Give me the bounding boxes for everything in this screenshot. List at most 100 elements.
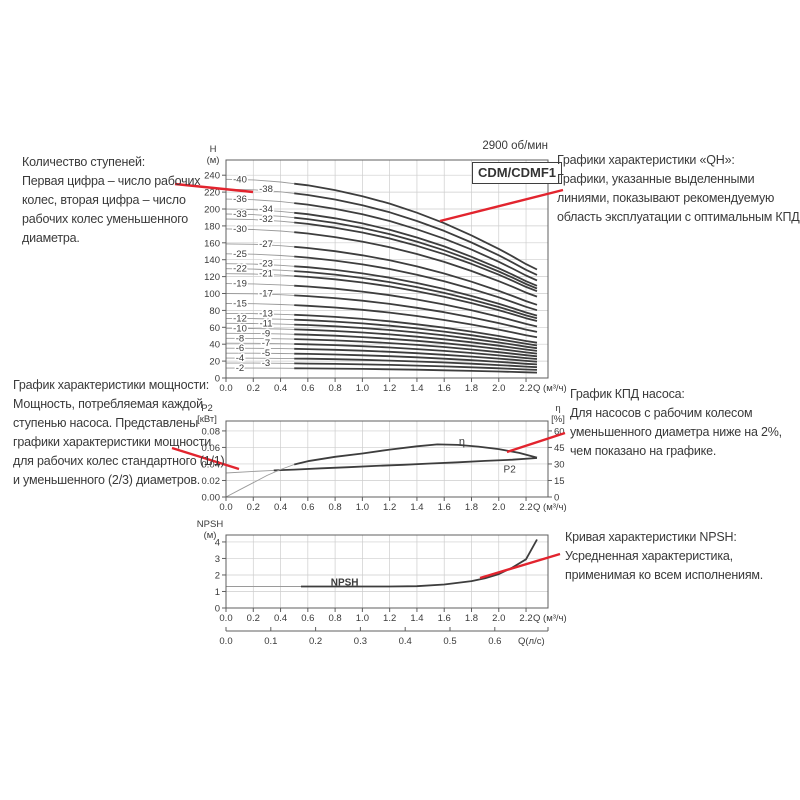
svg-text:P2: P2 [504, 464, 517, 475]
model-title-box: CDM/CDMF1 [472, 162, 562, 184]
svg-text:1.0: 1.0 [356, 613, 369, 624]
qh-curve-17-thin [225, 293, 295, 296]
annotation-stages-title: Количество ступеней: [22, 155, 145, 169]
npsh-lps-axis: 0.0 0.1 0.2 0.3 0.4 0.5 0.6 Q(л/с) [219, 627, 549, 647]
svg-text:180: 180 [204, 221, 220, 232]
svg-text:0.1: 0.1 [264, 636, 277, 647]
qh-curve-33-thin [225, 213, 295, 219]
svg-text:NPSH: NPSH [197, 519, 224, 530]
svg-text:160: 160 [204, 238, 220, 249]
qh-curve-21-bold [294, 275, 538, 322]
curve-npsh-bold [301, 539, 538, 588]
qh-curve-11-bold [294, 323, 538, 350]
svg-text:1: 1 [215, 587, 220, 598]
qh-curve-34-thin [225, 208, 295, 214]
qh-curve-12-bold [294, 318, 538, 347]
curve-p2-thin [225, 469, 274, 474]
callout-qh [439, 188, 564, 223]
qh-curve-5-thin [226, 352, 295, 355]
annotation-npsh-title: Кривая характеристики NPSH: [565, 530, 737, 544]
qh-curve-25-bold [294, 255, 538, 312]
svg-text:0.5: 0.5 [443, 636, 456, 647]
svg-text:0.3: 0.3 [354, 636, 367, 647]
qh-curve-15-thin [225, 303, 295, 306]
svg-text:NPSH: NPSH [331, 577, 359, 588]
qh-curve-32-bold [294, 221, 538, 293]
svg-text:1.2: 1.2 [383, 383, 396, 394]
svg-text:Q (м³/ч): Q (м³/ч) [533, 613, 567, 624]
qh-curve-19-thin [225, 283, 295, 287]
callout-lines [171, 182, 566, 580]
svg-text:-17: -17 [259, 289, 273, 300]
svg-text:-30: -30 [233, 224, 247, 235]
qh-curve-13-thin [225, 312, 295, 316]
svg-text:0.2: 0.2 [309, 636, 322, 647]
svg-text:-9: -9 [262, 328, 270, 339]
svg-text:-13: -13 [259, 308, 273, 319]
svg-text:0: 0 [215, 604, 220, 615]
qh-curve-15-bold [294, 304, 538, 339]
qh-curve-10-thin [225, 327, 295, 330]
svg-text:0.04: 0.04 [202, 459, 221, 470]
svg-text:60: 60 [209, 323, 220, 334]
svg-text:0.8: 0.8 [328, 383, 341, 394]
curve-eta-bold [293, 443, 538, 466]
curve-p2-bold [273, 457, 538, 472]
svg-text:0.08: 0.08 [202, 426, 221, 437]
annotation-efficiency-title: График КПД насоса: [570, 387, 685, 401]
svg-text:1.6: 1.6 [438, 502, 451, 513]
svg-text:-12: -12 [233, 313, 247, 324]
svg-text:Q (м³/ч): Q (м³/ч) [533, 383, 567, 394]
svg-text:-10: -10 [233, 323, 247, 334]
svg-text:-7: -7 [262, 338, 270, 349]
svg-text:60: 60 [554, 426, 565, 437]
svg-text:0.8: 0.8 [328, 613, 341, 624]
svg-text:0.0: 0.0 [219, 613, 232, 624]
svg-text:220: 220 [204, 188, 220, 199]
qh-curve-13-bold [294, 313, 538, 344]
svg-text:0.6: 0.6 [301, 613, 314, 624]
svg-text:1.6: 1.6 [438, 613, 451, 624]
qh-curve-25-thin [225, 253, 295, 257]
callout-stages [174, 182, 254, 194]
svg-text:1.2: 1.2 [383, 613, 396, 624]
svg-text:0: 0 [215, 374, 220, 385]
callout-efficiency [506, 431, 566, 454]
svg-text:1.4: 1.4 [410, 383, 423, 394]
svg-text:(м): (м) [204, 530, 217, 541]
svg-text:2.2: 2.2 [519, 383, 532, 394]
svg-text:0.2: 0.2 [247, 502, 260, 513]
qh-curve-36-thin [225, 198, 295, 204]
svg-text:-11: -11 [259, 318, 272, 329]
svg-text:240: 240 [204, 171, 220, 182]
svg-text:-2: -2 [236, 363, 244, 374]
annotation-power: График характеристики мощности: Мощность… [13, 376, 226, 490]
svg-text:2.0: 2.0 [492, 383, 505, 394]
qh-curve-8-thin [225, 337, 295, 340]
annotation-qh: Графики характеристики «QH»: Графики, ук… [557, 151, 800, 227]
svg-text:20: 20 [209, 357, 220, 368]
qh-curve-40-thin [225, 178, 295, 185]
svg-text:1.0: 1.0 [356, 502, 369, 513]
svg-text:200: 200 [204, 205, 220, 216]
svg-text:3: 3 [215, 554, 220, 565]
svg-text:0.6: 0.6 [301, 383, 314, 394]
qh-curve-27-bold [294, 245, 538, 306]
svg-text:Q(л/с): Q(л/с) [518, 636, 545, 647]
qh-curve-12-thin [225, 317, 295, 321]
svg-text:1.2: 1.2 [383, 502, 396, 513]
svg-text:0.00: 0.00 [202, 493, 221, 504]
qh-curve-23-thin [225, 263, 295, 267]
qh-curve-7-bold [294, 343, 538, 360]
svg-text:-8: -8 [236, 333, 244, 344]
svg-text:η: η [459, 436, 465, 448]
qh-curve-6-thin [225, 347, 295, 350]
svg-text:-21: -21 [259, 269, 273, 280]
svg-text:-5: -5 [262, 348, 270, 359]
annotation-power-title: График характеристики мощности: [13, 378, 210, 392]
callout-npsh [479, 552, 561, 580]
qh-curve-23-bold [294, 265, 538, 317]
qh-curve-33-bold [294, 216, 538, 290]
svg-text:0.0: 0.0 [219, 502, 232, 513]
